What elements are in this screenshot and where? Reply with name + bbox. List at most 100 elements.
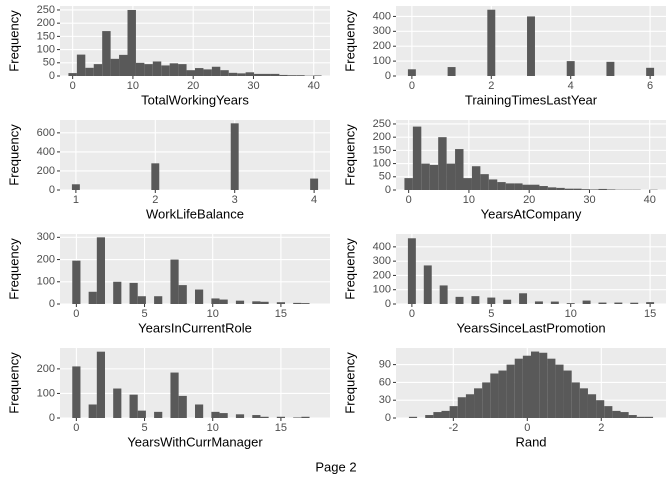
histogram-bar	[72, 366, 81, 418]
y-tick-label: 100	[373, 284, 391, 296]
histogram-bar	[612, 410, 621, 418]
y-tick-label: 400	[373, 10, 391, 22]
x-tick-label: 4	[311, 194, 317, 206]
histogram-bar	[564, 188, 574, 190]
histogram-bar	[96, 237, 105, 304]
histogram-bar	[220, 70, 229, 76]
x-tick-label: 10	[207, 308, 219, 320]
histogram-bar	[129, 282, 138, 304]
y-tick-label: 300	[373, 255, 391, 267]
histogram-bar	[144, 64, 153, 76]
x-axis-title: TotalWorkingYears	[141, 92, 249, 107]
y-axis-title: Frequency	[6, 10, 21, 72]
histogram-bar	[579, 388, 588, 418]
histogram-bar	[566, 61, 575, 76]
y-tick-label: 0	[385, 184, 391, 196]
histogram-bar	[547, 358, 556, 418]
histogram-bar	[219, 413, 228, 418]
histogram-bar	[301, 303, 310, 304]
histogram-bar	[313, 75, 322, 76]
histogram-bar	[76, 54, 86, 76]
histogram-bar	[522, 184, 531, 190]
x-axis-title: TrainingTimesLastYear	[465, 92, 598, 107]
histogram-bar	[505, 183, 515, 190]
histogram-bar	[582, 300, 591, 304]
y-tick-label: 400	[37, 146, 55, 158]
y-tick-label: 0	[385, 298, 391, 310]
histogram-bar	[471, 166, 481, 190]
histogram-bar	[555, 364, 564, 418]
histogram-bar	[203, 69, 212, 76]
histogram-bar	[487, 9, 496, 76]
x-axis-title: Rand	[515, 434, 546, 449]
histogram-bar	[119, 54, 128, 76]
y-tick-label: 250	[37, 4, 55, 16]
y-axis-title: Frequency	[342, 124, 357, 186]
x-tick-label: 40	[644, 194, 656, 206]
y-tick-label: 200	[373, 40, 391, 52]
y-tick-label: 300	[373, 25, 391, 37]
histogram-bar	[620, 412, 629, 418]
histogram-bar	[135, 62, 145, 76]
histogram-bar	[519, 293, 528, 304]
histogram-bar	[573, 188, 582, 190]
plot-background	[396, 234, 666, 304]
y-tick-label: 0	[49, 298, 55, 310]
histogram-panel: 0 30 60 90 -2 0 2 Rand Frequency	[342, 348, 666, 449]
histogram-bar	[425, 415, 434, 418]
histogram-bar	[154, 296, 163, 304]
x-tick-label: 3	[232, 194, 238, 206]
histogram-bar	[433, 412, 442, 418]
x-tick-label: -2	[448, 422, 458, 434]
histogram-bar	[260, 301, 269, 304]
histogram-bar	[547, 187, 557, 190]
y-tick-label: 200	[37, 17, 55, 29]
y-tick-label: 150	[37, 30, 55, 42]
x-tick-label: 2	[598, 422, 604, 434]
histogram-bar	[506, 364, 515, 418]
histogram-bar	[457, 397, 466, 418]
y-tick-label: 0	[49, 412, 55, 424]
y-axis-title: Frequency	[6, 124, 21, 186]
histogram-bar	[474, 388, 483, 418]
histogram-bar	[113, 281, 122, 304]
histogram-bar	[279, 74, 288, 76]
histogram-bar	[252, 415, 261, 418]
histogram-panel: 0 100 200 0 5 10 15 YearsWithCurrManager Frequen…	[6, 348, 330, 449]
x-tick-label: 15	[275, 308, 287, 320]
histogram-bar	[503, 299, 512, 304]
histogram-bar	[421, 163, 430, 190]
x-tick-label: 6	[647, 80, 653, 92]
histogram-bar	[514, 358, 523, 418]
histogram-bar	[614, 302, 623, 304]
histogram-bar	[487, 297, 496, 304]
histogram-bar	[531, 184, 540, 190]
histogram-bar	[235, 300, 245, 304]
histogram-bar	[480, 174, 489, 190]
histogram-bar	[72, 260, 81, 304]
histogram-bar	[463, 178, 472, 190]
y-axis-title: Frequency	[6, 352, 21, 414]
histogram-bar	[301, 416, 310, 418]
histogram-bar	[606, 189, 616, 190]
histogram-bar	[539, 186, 548, 190]
plot-background	[60, 120, 330, 190]
histogram-bar	[498, 370, 507, 418]
y-tick-label: 200	[373, 131, 391, 143]
histogram-bar	[211, 411, 220, 418]
histogram-bar	[539, 352, 548, 418]
histogram-bar	[471, 296, 480, 304]
histogram-bar	[587, 394, 597, 418]
x-tick-label: 2	[488, 80, 494, 92]
histogram-bar	[276, 302, 285, 304]
histogram-bar	[604, 406, 613, 418]
x-tick-label: 10	[565, 308, 577, 320]
histogram-bar	[68, 73, 77, 76]
histogram-bar	[412, 126, 422, 190]
histogram-bar	[408, 416, 418, 418]
histogram-bar	[581, 189, 591, 190]
x-tick-label: 0	[409, 308, 415, 320]
histogram-bar	[522, 355, 531, 418]
histogram-bar	[195, 289, 204, 304]
histogram-bar	[531, 351, 540, 418]
